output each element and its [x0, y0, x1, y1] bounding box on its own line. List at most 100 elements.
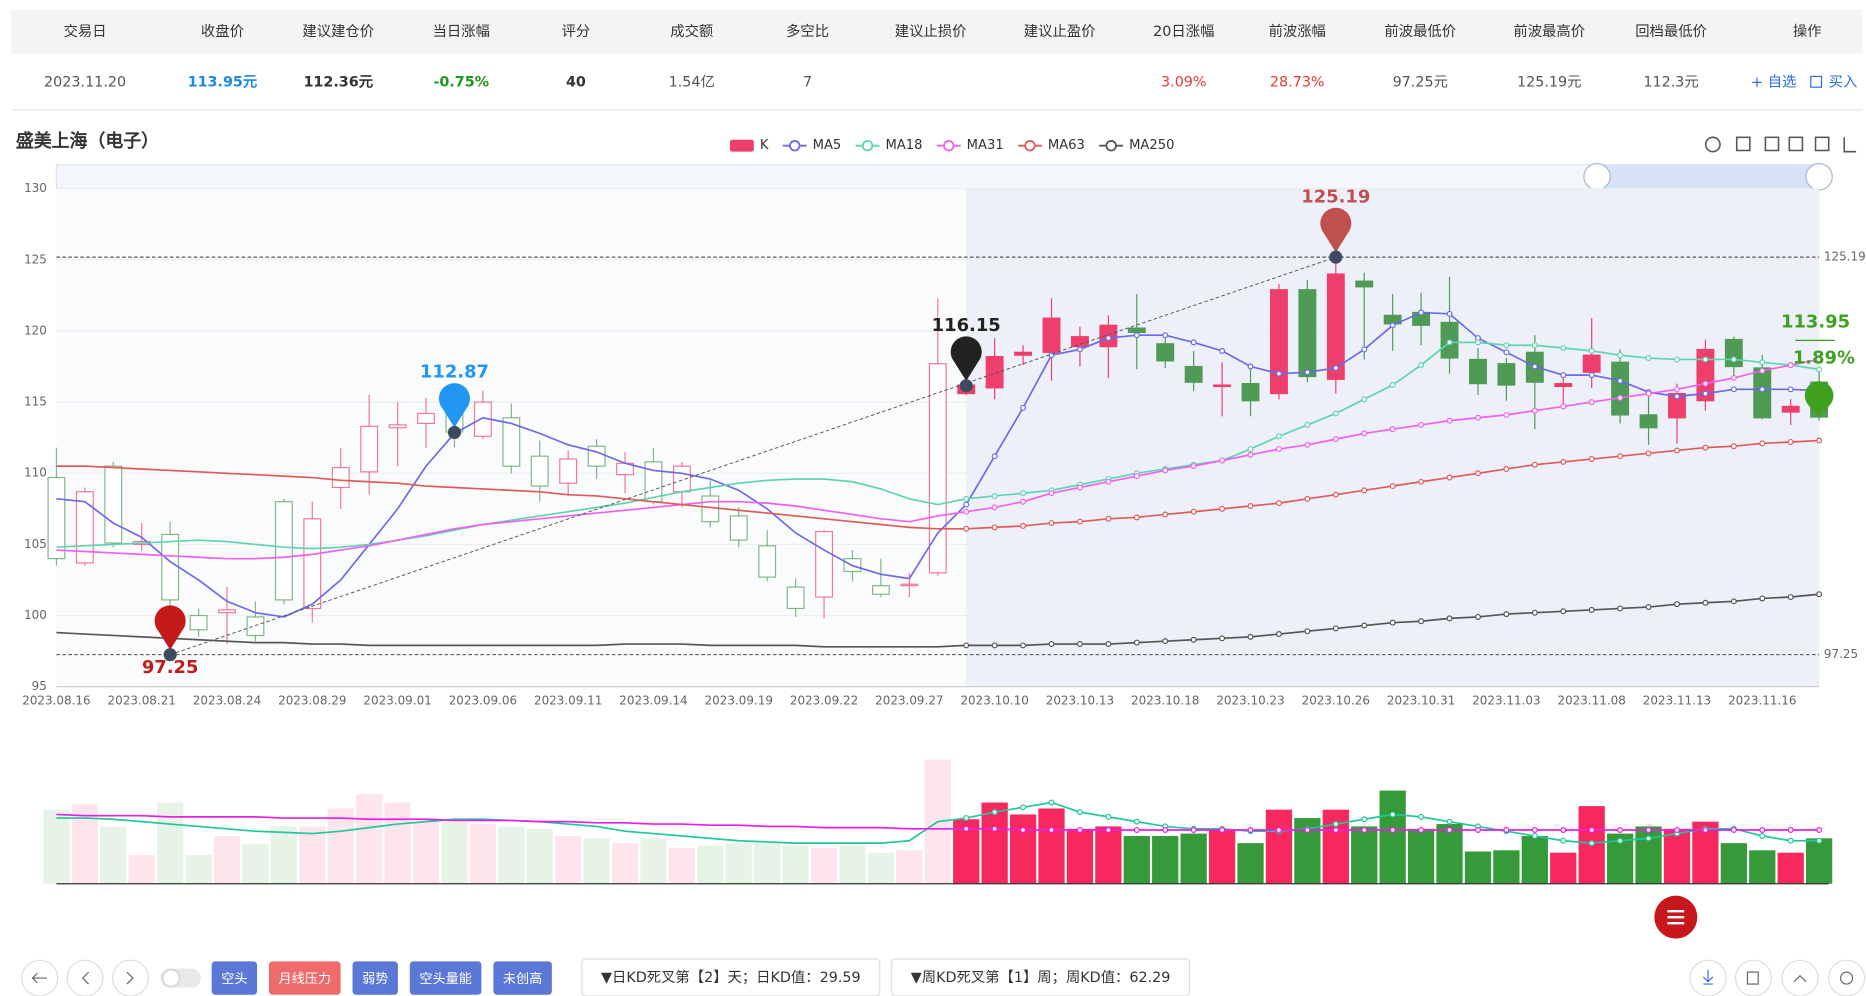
ma-point	[1190, 463, 1197, 470]
table-cell: 2023.11.20	[44, 74, 126, 90]
top-button[interactable]	[1781, 959, 1819, 996]
volume-ma-point	[1446, 827, 1453, 833]
volume-bar	[697, 845, 724, 884]
marker-label: 116.15	[932, 315, 1001, 336]
candle-body	[815, 531, 834, 598]
next-button[interactable]	[111, 959, 149, 996]
volume-ma-point	[991, 809, 998, 816]
candle-body	[360, 425, 379, 473]
back-icon[interactable]	[1764, 136, 1780, 152]
action-link[interactable]: 买入	[1829, 73, 1858, 90]
volume-bar	[725, 843, 752, 884]
tag-button[interactable]: 弱势	[352, 961, 398, 995]
fullscreen-icon[interactable]	[1814, 136, 1830, 152]
legend-label: MA18	[885, 138, 922, 153]
candle-body	[1611, 361, 1630, 416]
volume-ma-point	[1048, 799, 1055, 806]
volume-bar	[896, 850, 923, 884]
zoom-icon[interactable]	[1735, 136, 1751, 152]
volume-bar	[1351, 826, 1378, 884]
volume-ma-point	[1418, 827, 1425, 833]
slider-handle[interactable]	[1583, 163, 1611, 191]
ma-point	[1759, 359, 1766, 366]
legend-dot	[861, 140, 874, 152]
volume-bar	[299, 826, 326, 884]
ma-point	[1531, 363, 1538, 370]
prev-button[interactable]	[66, 959, 104, 996]
ma-point	[1617, 605, 1624, 612]
tag-button[interactable]: 月线压力	[268, 961, 341, 995]
ma-point	[1702, 356, 1709, 363]
candle-body	[1639, 414, 1658, 429]
action-link[interactable]: 自选	[1768, 73, 1797, 90]
tag-bg	[211, 961, 258, 995]
ma-point	[1617, 352, 1624, 359]
reload-button[interactable]	[1828, 959, 1866, 996]
candle-body	[1213, 384, 1232, 388]
candle-body	[1070, 336, 1089, 348]
restore-icon[interactable]	[1788, 136, 1804, 152]
menu-icon	[1667, 910, 1685, 925]
add-icon	[1752, 77, 1762, 88]
slider-window[interactable]	[1597, 164, 1820, 189]
tag-button[interactable]: 空头	[211, 961, 258, 995]
candle-body	[1497, 363, 1516, 386]
ma-point	[1418, 478, 1425, 485]
candle-body	[218, 609, 236, 614]
ma-point	[1133, 332, 1140, 339]
volume-ma-point	[1105, 813, 1112, 820]
volume-ma-point	[991, 825, 998, 832]
ma-point	[1133, 473, 1140, 480]
ma-point	[1020, 642, 1027, 649]
refresh-icon[interactable]	[1704, 136, 1721, 153]
y-tick-label: 95	[32, 679, 47, 693]
column-header: 前波最高价	[1513, 23, 1585, 40]
tag-bg	[268, 961, 341, 995]
ma-point	[963, 525, 970, 532]
table-cell: 113.95元	[188, 73, 258, 90]
ma-point	[991, 453, 998, 460]
ma-point	[1275, 500, 1282, 507]
volume-bar	[71, 803, 98, 884]
ma-point	[1560, 608, 1567, 615]
ma-point	[1332, 364, 1339, 371]
ma-point	[1446, 417, 1453, 424]
ma-point	[1759, 595, 1766, 602]
tag-label: 空头	[221, 971, 247, 987]
ma-point	[963, 642, 970, 649]
y-tick-label: 105	[24, 537, 47, 551]
table-cell: 112.3元	[1643, 74, 1698, 90]
y-tick-label: 130	[24, 181, 47, 195]
volume-ma-point	[1617, 837, 1624, 844]
table-header-bg	[11, 9, 1863, 54]
volume-bar	[754, 843, 781, 884]
tag-button[interactable]: 未创高	[493, 961, 552, 995]
table-cell: 7	[803, 74, 812, 90]
candle-body	[729, 515, 748, 541]
x-tick-label: 2023.10.13	[1046, 694, 1114, 708]
ma-point	[1730, 374, 1737, 381]
volume-ma-point	[1645, 835, 1652, 842]
candle-body	[1469, 358, 1487, 385]
ma-point	[1048, 520, 1055, 527]
column-header: 前波涨幅	[1269, 23, 1326, 40]
volume-bar	[1805, 838, 1833, 884]
copy-button[interactable]	[1734, 959, 1772, 996]
slider-handle[interactable]	[1805, 163, 1833, 191]
column-header: 评分	[562, 23, 591, 40]
volume-bar	[1180, 833, 1207, 884]
volume-ma-point	[1503, 827, 1510, 833]
candle-body	[1042, 317, 1061, 353]
candle-body	[928, 363, 947, 574]
column-header: 20日涨幅	[1153, 23, 1214, 40]
ma-point	[1190, 636, 1197, 643]
volume-bar	[640, 838, 667, 884]
legend-label: K	[760, 138, 769, 153]
legend-label: MA5	[813, 138, 842, 153]
ma-point	[1389, 619, 1396, 626]
tag-button[interactable]: 空头量能	[409, 961, 482, 995]
volume-bar	[1720, 843, 1747, 884]
candle-body	[274, 501, 293, 601]
candle-body	[1554, 383, 1573, 388]
save-icon[interactable]	[1843, 137, 1857, 153]
